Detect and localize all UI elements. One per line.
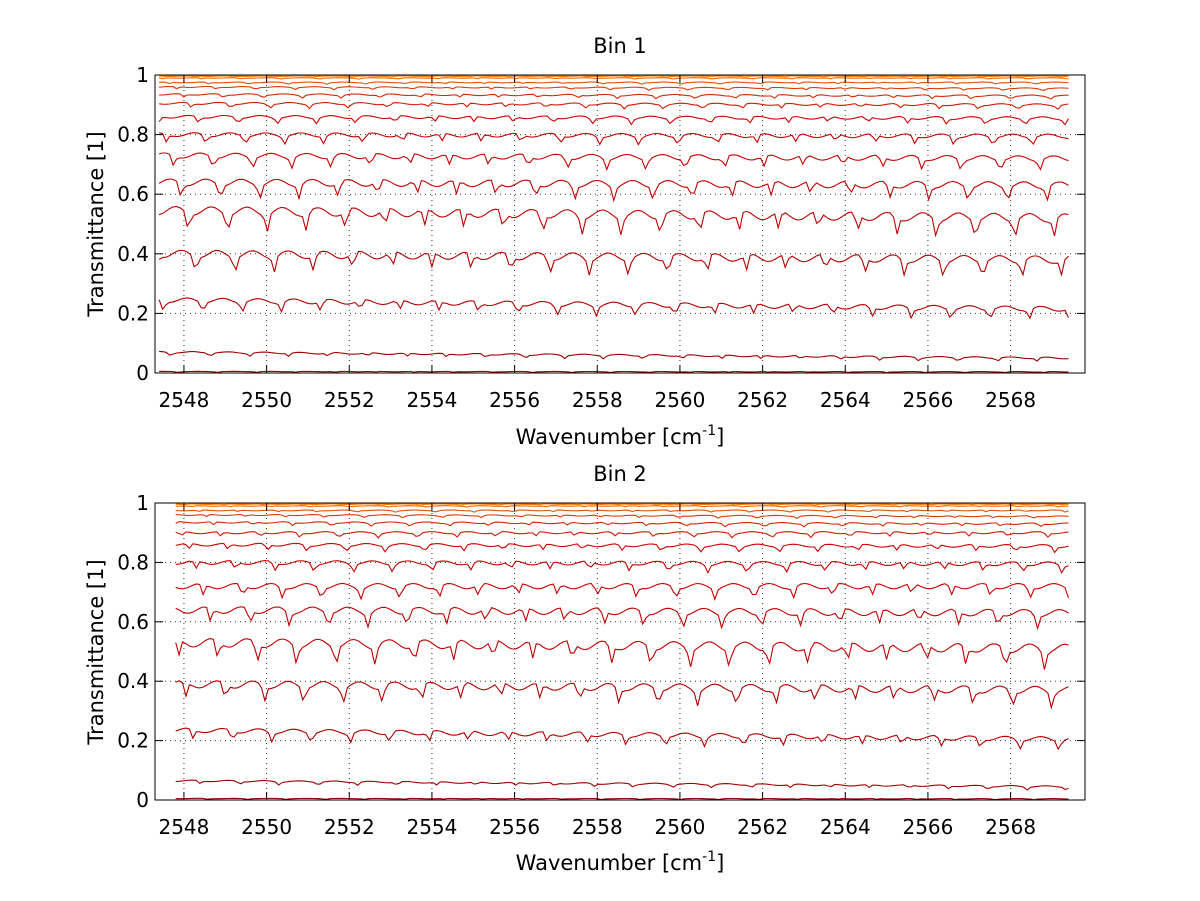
bin-1-series-line: [159, 81, 1069, 85]
bin-2-xtick-label: 2558: [572, 815, 623, 839]
bin-1-xtick-label: 2548: [158, 388, 209, 412]
bin-1-xlabel-suffix: ]: [716, 425, 724, 449]
bin-1-series-line: [158, 132, 1069, 146]
bin-1-ytick-label: 0: [136, 361, 149, 385]
bin-2-series-line: [175, 797, 1069, 801]
bin-1-series-line: [159, 370, 1069, 374]
bin-2-xlabel-superscript: -1: [702, 849, 716, 865]
bin-1-xtick-label: 2566: [902, 388, 953, 412]
bin-2-xtick-label: 2556: [489, 815, 540, 839]
bin-1-xtick-label: 2562: [737, 388, 788, 412]
bin-2-xlabel-main: Wavenumber [cm: [516, 851, 702, 875]
bin-1-ytick-label: 0.4: [117, 242, 149, 266]
bin-2-ticks: 2548 2550 2552 2554 2556 2558 2560 2562 2564 2566…: [117, 491, 1085, 839]
bin-1-series-line: [159, 350, 1069, 362]
bin-2-xtick-label: 2568: [985, 815, 1036, 839]
bin-2-axes-box: [154, 502, 1086, 801]
bin-1-xlabel-main: Wavenumber [cm: [516, 425, 702, 449]
bin-1-series-line: [158, 297, 1069, 320]
bin-1-series-line: [158, 178, 1069, 203]
bin-1-xtick-label: 2550: [241, 388, 292, 412]
bin-2-series-line: [175, 503, 1069, 506]
bin-1-series-line: [158, 206, 1069, 238]
bin-2-xlabel: Wavenumber [cm-1]: [516, 849, 725, 875]
bin-2-ytick-label: 0.8: [117, 550, 149, 574]
bin-1-series-line: [158, 77, 1069, 80]
bin-1-ytick-label: 0.2: [117, 301, 149, 325]
bin-2-xtick-label: 2564: [820, 815, 871, 839]
bin-1-panel: Bin 1 2548 2550 2552 2554 2556 2558 2560 2562 25…: [84, 34, 1086, 449]
bin-2-xtick-label: 2550: [241, 815, 292, 839]
bin-2-ytick-label: 0.2: [117, 729, 149, 753]
bin-1-xlabel: Wavenumber [cm-1]: [516, 423, 725, 449]
bin-2-series-line: [175, 513, 1069, 519]
bin-2-ytick-label: 0.6: [117, 610, 149, 634]
bin-1-xtick-label: 2554: [406, 388, 457, 412]
bin-1-axes-box: [154, 74, 1086, 374]
bin-2-series-line: [175, 779, 1069, 791]
bin-1-xtick-label: 2560: [654, 388, 705, 412]
bin-1-ylabel: Transmittance [1]: [84, 131, 108, 317]
bin-1-ytick-label: 0.8: [117, 123, 149, 147]
bin-1-series-line: [158, 114, 1069, 126]
bin-2-series-line: [175, 638, 1069, 670]
bin-1-xtick-label: 2564: [820, 388, 871, 412]
bin-2-ytick-label: 1: [136, 491, 149, 515]
bin-1-xlabel-superscript: -1: [702, 423, 716, 439]
bin-2-xtick-label: 2552: [324, 815, 375, 839]
bin-2-xtick-label: 2548: [158, 815, 209, 839]
bin-2-series-group: [175, 502, 1070, 801]
bin-2-ylabel: Transmittance [1]: [84, 559, 108, 745]
bin-1-series-line: [159, 85, 1069, 91]
bin-1-xtick-label: 2558: [572, 388, 623, 412]
bin-2-xtick-label: 2554: [406, 815, 457, 839]
bin-2-title: Bin 2: [593, 462, 647, 486]
bin-2-xtick-label: 2560: [654, 815, 705, 839]
bin-2-series-line: [175, 521, 1069, 528]
bin-1-ticks: 2548 2550 2552 2554 2556 2558 2560 2562 2564 2566…: [117, 63, 1085, 412]
bin-1-series-group: [158, 74, 1069, 374]
bin-2-ytick-label: 0: [136, 788, 149, 812]
bin-2-series-line: [175, 582, 1070, 601]
bin-2-series-line: [175, 727, 1069, 751]
bin-1-series-line: [158, 152, 1069, 172]
bin-2-series-line: [175, 509, 1069, 513]
bin-2-panel: Bin 2 2548 2550 2552 2554 2556 2558 2560 2562 25…: [84, 462, 1086, 875]
bin-1-title: Bin 1: [593, 34, 647, 58]
bin-2-series-line: [175, 606, 1069, 631]
bin-1-ytick-label: 1: [136, 63, 149, 87]
bin-2-series-line: [175, 680, 1069, 710]
bin-1-xtick-label: 2568: [985, 388, 1036, 412]
bin-1-series-line: [158, 249, 1069, 278]
bin-2-series-line: [175, 542, 1069, 554]
bin-2-ytick-label: 0.4: [117, 669, 149, 693]
bin-2-xtick-label: 2566: [902, 815, 953, 839]
bin-1-series-line: [159, 75, 1069, 78]
bin-2-series-line: [175, 505, 1069, 508]
bin-1-xtick-label: 2552: [324, 388, 375, 412]
bin-2-xtick-label: 2562: [737, 815, 788, 839]
bin-1-series-line: [159, 93, 1069, 100]
bin-2-series-line: [175, 560, 1069, 575]
bin-2-series-line: [175, 531, 1069, 539]
bin-1-series-line: [159, 101, 1069, 110]
bin-1-ytick-label: 0.6: [117, 182, 149, 206]
bin-1-xtick-label: 2556: [489, 388, 540, 412]
bin-2-xlabel-suffix: ]: [716, 851, 724, 875]
